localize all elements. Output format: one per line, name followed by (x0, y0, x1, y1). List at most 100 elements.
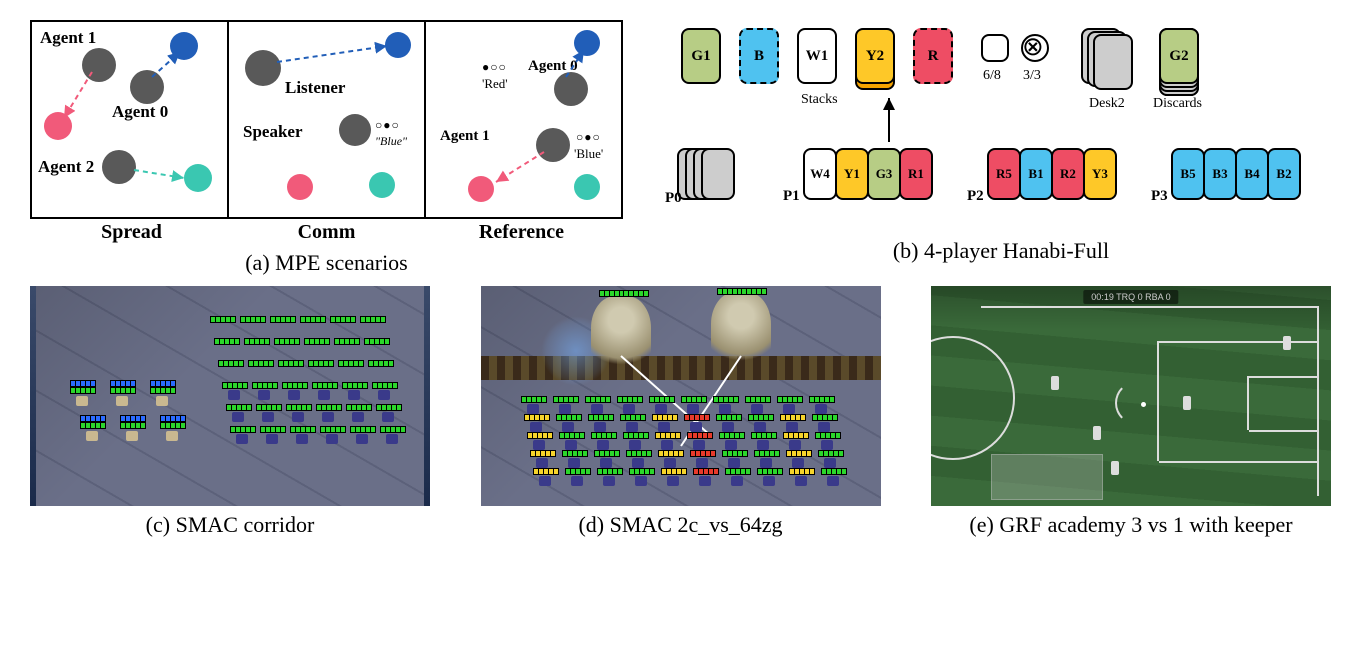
health-bar (530, 450, 556, 457)
speaker-say: "Blue" (375, 134, 407, 149)
mpe-comm: Listener Speaker ○●○ "Blue" (229, 22, 426, 217)
agent0-label: Agent 0 (112, 102, 168, 122)
unit (386, 434, 398, 444)
health-bar (754, 450, 780, 457)
health-bar (160, 415, 186, 422)
life-count: 3/3 (1023, 68, 1041, 84)
unit (827, 476, 839, 486)
smac-corridor-shot (30, 286, 430, 506)
health-bar (308, 360, 334, 367)
health-bar (815, 432, 841, 439)
hanabi-area: G1BW1Y2RStacks⊗6/83/3Desk2G2DiscardsW4Y1… (671, 20, 1331, 220)
dots-indicator: ○●○ (375, 118, 400, 133)
unit (789, 440, 801, 450)
health-bar (533, 468, 559, 475)
health-bar (623, 290, 649, 297)
unit (266, 434, 278, 444)
health-bar (346, 404, 372, 411)
health-bar (282, 382, 308, 389)
health-bar (226, 404, 252, 411)
unit (760, 458, 772, 468)
hanabi-card: B3 (1203, 148, 1237, 200)
unit (699, 476, 711, 486)
unit (571, 476, 583, 486)
caption-b: (b) 4-player Hanabi-Full (893, 238, 1109, 264)
unit (296, 434, 308, 444)
health-bar (248, 360, 274, 367)
health-bar (649, 396, 675, 403)
hanabi-card (701, 148, 735, 200)
health-bar (661, 468, 687, 475)
health-bar (160, 422, 186, 429)
discards-label: Discards (1153, 96, 1202, 112)
unit (751, 404, 763, 414)
health-bar (527, 432, 553, 439)
health-bar (256, 404, 282, 411)
health-bar (80, 422, 106, 429)
health-bar (629, 468, 655, 475)
health-bar (218, 360, 244, 367)
mpe-reference: ●○○ 'Red' Agent 0 Agent 1 ○●○ 'Blue' (426, 22, 621, 217)
panel-d-smac-2c: (d) SMAC 2c_vs_64zg (481, 286, 881, 538)
unit (116, 396, 128, 406)
unit (600, 458, 612, 468)
grf-shot: 00:19 TRQ 0 RBA 0 (931, 286, 1331, 506)
health-bar (556, 414, 582, 421)
health-bar (380, 426, 406, 433)
speaker-dot (339, 114, 371, 146)
unit (664, 458, 676, 468)
goal-dot (468, 176, 494, 202)
health-bar (260, 426, 286, 433)
unit (236, 434, 248, 444)
player-label: P0 (665, 190, 682, 207)
hanabi-card: Y2 (855, 28, 895, 84)
goal-dot (574, 30, 600, 56)
health-bar (757, 468, 783, 475)
agent1-label: Agent 1 (440, 128, 490, 145)
hanabi-card: G1 (681, 28, 721, 84)
health-bar (812, 414, 838, 421)
unit (815, 404, 827, 414)
hanabi-card: R5 (987, 148, 1021, 200)
hanabi-card: R2 (1051, 148, 1085, 200)
unit (591, 404, 603, 414)
health-bar (620, 414, 646, 421)
unit (821, 440, 833, 450)
goal-dot (184, 164, 212, 192)
health-bar (320, 426, 346, 433)
health-bar (783, 432, 809, 439)
health-bar (372, 382, 398, 389)
health-bar (110, 380, 136, 387)
unit (658, 422, 670, 432)
listener-label: Listener (285, 78, 345, 98)
hanabi-card: B (739, 28, 779, 84)
agent-dot (130, 70, 164, 104)
player-label: P1 (783, 188, 800, 205)
unit (635, 476, 647, 486)
hanabi-card: W4 (803, 148, 837, 200)
unit (603, 476, 615, 486)
health-bar (120, 415, 146, 422)
unit (696, 458, 708, 468)
unit (352, 412, 364, 422)
health-bar (286, 404, 312, 411)
unit (536, 458, 548, 468)
health-bar (521, 396, 547, 403)
stacks-label: Stacks (801, 92, 838, 108)
football-field: 00:19 TRQ 0 RBA 0 (931, 286, 1331, 506)
health-bar (214, 338, 240, 345)
health-bar (818, 450, 844, 457)
health-bar (591, 432, 617, 439)
speaker-label: Speaker (243, 122, 303, 142)
health-bar (350, 426, 376, 433)
unit (126, 431, 138, 441)
unit (597, 440, 609, 450)
mpe-spread: Agent 1 Agent 0 Agent 2 (32, 22, 229, 217)
unit (690, 422, 702, 432)
health-bar (751, 432, 777, 439)
agent1-label: Agent 1 (40, 28, 96, 48)
agent-dot (536, 128, 570, 162)
health-bar (597, 468, 623, 475)
health-bar (70, 387, 96, 394)
unit (288, 390, 300, 400)
